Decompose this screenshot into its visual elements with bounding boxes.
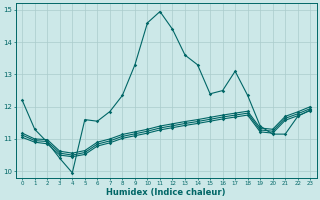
X-axis label: Humidex (Indice chaleur): Humidex (Indice chaleur) bbox=[107, 188, 226, 197]
